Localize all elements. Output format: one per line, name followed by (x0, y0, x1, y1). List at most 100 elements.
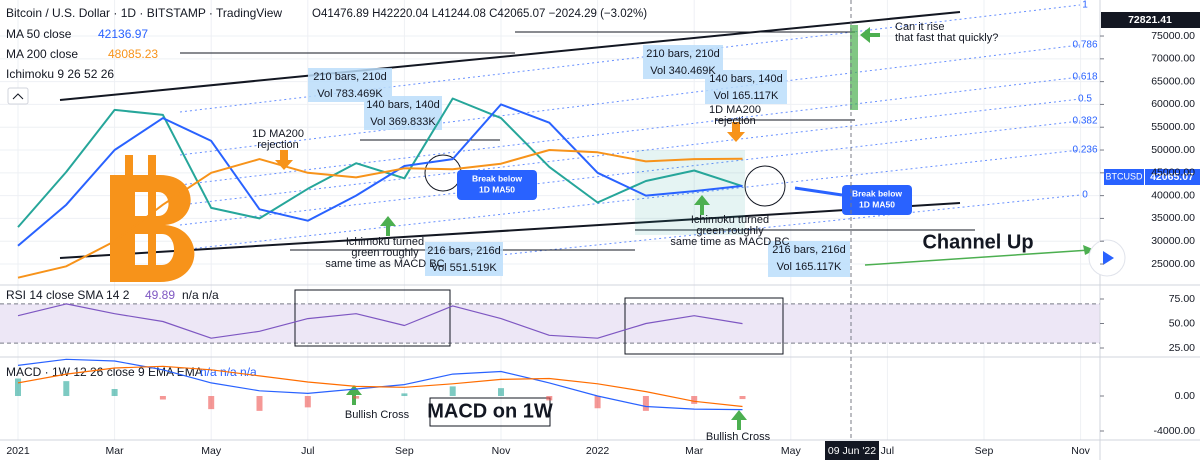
range-arrows (180, 31, 975, 251)
rsi-value: 49.89 (145, 288, 175, 302)
histogram-bar (401, 393, 408, 397)
rsi-box (294, 289, 451, 347)
histogram-bar (15, 378, 21, 397)
annotation: Channel Up (922, 231, 1033, 253)
y-tick-label: 0.00 (1175, 390, 1196, 402)
annotation: 210 bars, 210d (646, 48, 719, 60)
annotation: 140 bars, 140d (709, 73, 782, 85)
annotation: Can it rise (895, 21, 945, 33)
histogram-bar (642, 396, 649, 411)
rsi-band (0, 303, 1100, 344)
histogram-bar (63, 381, 70, 397)
histogram-bar (691, 396, 698, 404)
x-tick-label: Jul (881, 445, 894, 457)
x-tick-label: Nov (492, 445, 511, 457)
y-tick-label: 30000.00 (1151, 235, 1195, 247)
stat-boxes (308, 45, 850, 277)
fib-label: 1 (1082, 0, 1088, 11)
cursor-date-box (825, 441, 879, 460)
cursor-date: 09 Jun '22 (828, 445, 876, 457)
annotation: Vol 369.833K (370, 116, 436, 128)
histogram-bar (111, 389, 118, 397)
annotation: rejection (714, 115, 756, 127)
y-tick-label: 60000.00 (1151, 98, 1195, 110)
y-tick-label: 75000.00 (1151, 30, 1195, 42)
annotation: Vol 165.117K (777, 261, 842, 273)
annotation: 1D MA50 (859, 199, 895, 209)
y-tick-label: 25000.00 (1151, 258, 1195, 270)
ichimoku-legend: Ichimoku 9 26 52 26 (6, 67, 114, 81)
annotation: 216 bars, 216d (427, 245, 500, 257)
last-price-box (1145, 169, 1200, 185)
x-tick-label: Sep (975, 445, 994, 457)
annotation: Vol 551.519K (431, 262, 497, 274)
y-tick-label: -4000.00 (1154, 425, 1196, 437)
y-tick-label: 45000.00 (1151, 167, 1195, 179)
x-tick-label: May (781, 445, 802, 457)
annotation: Ichimoku turned (346, 236, 424, 248)
ohlc: O41476.89 H42220.04 L41244.08 C42065.07 … (312, 8, 647, 20)
projection-bar (850, 25, 858, 110)
last-price: 42065.07 (1150, 171, 1194, 183)
x-tick-label: Jul (301, 445, 314, 457)
fib-label: 0.618 (1072, 72, 1097, 83)
rsi-extra: n/a n/a (182, 288, 219, 302)
x-tick-label: Mar (106, 445, 125, 457)
histogram-bar (159, 396, 166, 400)
annotation: 1D MA200 (709, 104, 761, 116)
range-shade (635, 150, 745, 235)
symbol-tag-box (1104, 169, 1144, 185)
annotation: Vol 340.469K (650, 65, 716, 77)
play-icon (1103, 251, 1114, 265)
bitcoin-logo (110, 155, 195, 282)
channel-bottom (59, 202, 961, 259)
x-tick-label: 2022 (586, 445, 610, 457)
y-tick-label: 25.00 (1169, 342, 1195, 354)
ma200-value: 48085.23 (108, 47, 158, 61)
fib-label: 0 (1082, 190, 1088, 201)
fib-label: 0.786 (1072, 40, 1097, 51)
annotation: Vol 165.117K (714, 90, 779, 102)
annotation: Vol 783.469K (317, 88, 383, 100)
callout-box (842, 185, 912, 215)
collapse-button[interactable] (7, 87, 29, 105)
y-tick-label: 50.00 (1169, 317, 1195, 329)
annotation: MACD on 1W (427, 400, 553, 422)
annotation: Bullish Cross (345, 409, 410, 421)
arrows (275, 27, 1095, 430)
annotation: Break below (852, 188, 902, 198)
annotation: 1D MA200 (252, 128, 304, 140)
fib-label: 0.236 (1072, 145, 1097, 156)
price-tag (1101, 12, 1200, 28)
annotation: 210 bars, 210d (313, 71, 386, 83)
annotation: Bullish Cross (706, 431, 771, 443)
macd-note-box (429, 397, 551, 427)
annotation: 216 bars, 216d (772, 244, 845, 256)
annotation: 140 bars, 140d (366, 99, 439, 111)
series-line (17, 103, 743, 247)
ma200-legend: MA 200 close (6, 47, 78, 61)
histogram-bar (498, 388, 504, 397)
fib-label: 0.5 (1078, 94, 1092, 105)
histogram-bar (256, 396, 263, 411)
histogram-bar (594, 396, 601, 409)
x-tick-label: May (201, 445, 222, 457)
fib-label: 0.382 (1072, 116, 1097, 127)
callout-box (457, 170, 537, 200)
symbol-tag: BTCUSD (1105, 171, 1143, 181)
grid-layer (0, 0, 1100, 440)
x-tick-label: Sep (395, 445, 414, 457)
y-tick-label: 65000.00 (1151, 75, 1195, 87)
histogram-bar (739, 396, 746, 400)
chart-title: Bitcoin / U.S. Dollar · 1D · BITSTAMP · … (6, 6, 282, 20)
histogram-bar (546, 396, 553, 401)
annotation: Break below (472, 173, 522, 183)
series-line (17, 97, 743, 228)
annotation: Ichimoku turned (691, 214, 769, 226)
channel-top (59, 11, 961, 101)
histogram-bar (208, 396, 215, 410)
series-line (17, 303, 743, 339)
collapse-icon (12, 93, 24, 100)
